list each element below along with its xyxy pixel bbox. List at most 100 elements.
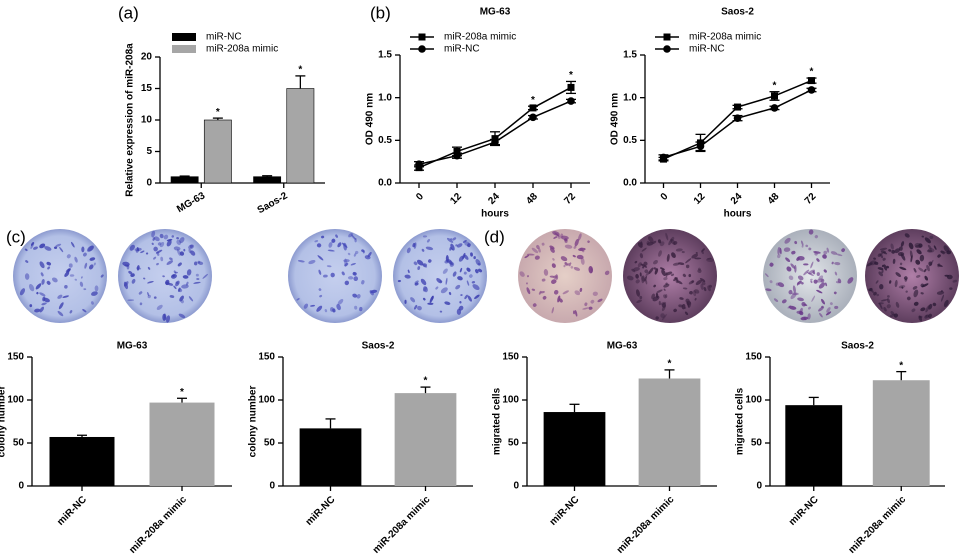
cell [551, 263, 556, 268]
cell [362, 250, 365, 254]
bar [170, 176, 199, 184]
cell [469, 274, 473, 278]
cell [147, 280, 154, 284]
cell [459, 301, 462, 304]
cell [122, 261, 130, 267]
cell [803, 263, 809, 266]
cell [455, 244, 458, 247]
cell [552, 258, 555, 261]
significance: * [773, 80, 777, 91]
y-tick-label: 50 [13, 438, 25, 449]
cell [59, 246, 64, 253]
cell [19, 288, 26, 296]
cell [878, 271, 884, 277]
cell [655, 316, 659, 320]
photo [865, 229, 959, 323]
y-tick-label: 100 [745, 395, 762, 406]
cell [639, 253, 644, 259]
cell [183, 248, 186, 252]
cell [29, 304, 33, 308]
cell [791, 250, 796, 255]
cell [310, 304, 315, 307]
marker [491, 138, 499, 146]
cell [51, 277, 58, 283]
cell [572, 254, 576, 258]
cell [153, 246, 158, 252]
cell [470, 252, 473, 257]
cell [39, 306, 45, 313]
y-axis-label: migrated cells [735, 387, 746, 455]
x-tick-label: 48 [524, 191, 540, 207]
cell [879, 252, 883, 256]
x-tick-label: miR-NC [55, 494, 89, 528]
cell [913, 289, 919, 298]
x-tick-label: miR-208a mimic [127, 494, 189, 555]
cell [173, 270, 177, 274]
cell [706, 257, 712, 260]
cell [337, 242, 342, 248]
cell [564, 239, 568, 244]
cell [551, 279, 557, 284]
cell [416, 259, 424, 266]
cell [906, 296, 911, 301]
cell [531, 247, 539, 254]
cell [880, 299, 888, 302]
cell [472, 284, 480, 291]
cell [684, 311, 689, 316]
cell [538, 290, 542, 295]
cell [356, 294, 361, 299]
y-tick-label: 150 [745, 352, 762, 363]
cell [456, 308, 462, 315]
cell [898, 246, 903, 251]
cell [924, 237, 931, 244]
cell [904, 233, 910, 238]
cell [703, 287, 707, 292]
photo-disc [518, 229, 612, 323]
cell [805, 244, 809, 248]
cell [700, 283, 704, 290]
y-axis-label: OD 490 nm [610, 93, 621, 145]
cell [165, 279, 170, 285]
bar [149, 402, 215, 486]
cell [794, 240, 798, 245]
cell [463, 254, 469, 260]
cell [296, 298, 300, 301]
cell [908, 242, 914, 250]
cell [46, 261, 52, 266]
cell [626, 275, 634, 281]
cell [665, 272, 668, 278]
cell [81, 276, 83, 279]
cell [123, 281, 129, 290]
cell [462, 240, 467, 243]
cell [178, 313, 186, 319]
cell [920, 292, 924, 295]
significance: * [424, 376, 428, 387]
cell [352, 293, 358, 298]
cell [40, 272, 44, 277]
y-tick-label: 0.5 [623, 135, 637, 146]
cell [582, 307, 589, 310]
y-tick-label: 50 [264, 438, 276, 449]
cell [873, 257, 876, 260]
cell [159, 233, 164, 239]
cell [323, 274, 328, 278]
bar [638, 378, 701, 486]
cell [135, 248, 140, 253]
cell [422, 297, 426, 301]
cell [881, 269, 884, 274]
cell [779, 247, 782, 255]
cell [574, 238, 579, 247]
y-tick-label: 150 [7, 352, 24, 363]
cell [417, 266, 421, 270]
cell [783, 247, 791, 252]
cell [347, 276, 354, 280]
cell [940, 250, 945, 255]
cell [578, 247, 586, 251]
cell [151, 230, 156, 238]
x-tick-label: 24 [729, 191, 745, 207]
cell [920, 283, 925, 288]
cell [324, 308, 328, 313]
marker [453, 147, 461, 155]
cell [549, 245, 555, 250]
cell [810, 280, 813, 284]
